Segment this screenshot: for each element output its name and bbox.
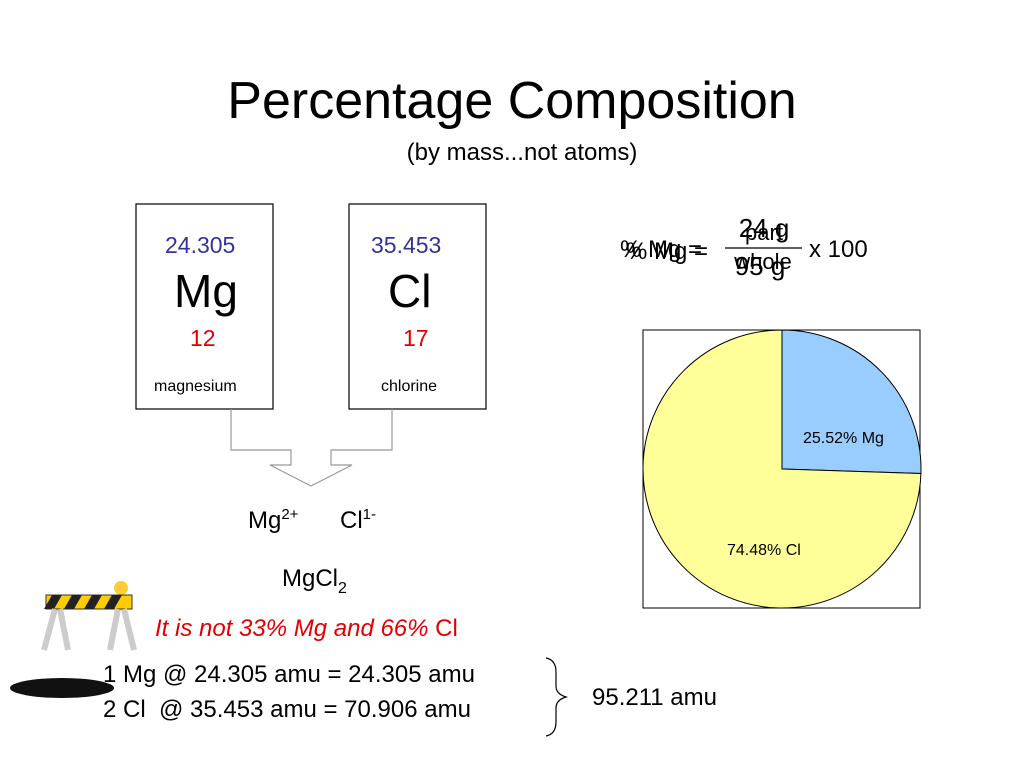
atomic-number: 12	[190, 325, 216, 351]
compound-symbol: MgCl	[282, 565, 338, 592]
formula-denominator-value: 95 g	[735, 251, 786, 281]
brace	[545, 657, 569, 737]
ion: Cl1-	[340, 506, 376, 534]
ion: Mg2+	[248, 506, 299, 534]
element-symbol: Cl	[388, 265, 431, 317]
formula-lhs: % Mg =	[626, 238, 708, 265]
pie-slice	[642, 329, 922, 609]
title: Percentage Composition	[227, 72, 796, 130]
formula-lhs: % Mg =	[620, 236, 702, 263]
warning-tail: Cl	[435, 615, 458, 642]
element-name: magnesium	[154, 378, 237, 395]
pie-chart	[642, 329, 922, 609]
merge-arrow	[230, 409, 393, 487]
subtitle: (by mass...not atoms)	[407, 139, 638, 166]
formula-multiplier: x 100	[809, 236, 868, 263]
formula-numerator-value: 24 g	[739, 213, 790, 243]
compound: MgCl2	[282, 565, 347, 597]
calculation-line: 1 Mg @ 24.305 amu = 24.305 amu	[103, 661, 475, 688]
total: 95.211 amu	[592, 684, 717, 711]
warning-text: It is not 33% Mg and 66%	[155, 615, 435, 642]
atomic-mass: 24.305	[165, 232, 235, 258]
calculation-line: 2 Cl @ 35.453 amu = 70.906 amu	[103, 696, 471, 723]
hole-icon	[10, 678, 114, 698]
ion-charge: 2+	[281, 506, 298, 523]
atomic-mass: 35.453	[371, 232, 441, 258]
slice-label: 25.52% Mg	[803, 430, 884, 447]
pie-slice	[781, 329, 922, 475]
element-symbol: Mg	[174, 265, 238, 317]
ion-charge: 1-	[363, 506, 376, 523]
compound-subscript: 2	[338, 580, 347, 597]
element-card	[348, 203, 487, 410]
barricade-icon	[41, 581, 137, 651]
formula-denominator: whole	[733, 249, 791, 274]
atomic-number: 17	[403, 325, 429, 351]
warning: It is not 33% Mg and 66% Cl	[155, 615, 458, 642]
formula-numerator: part	[745, 220, 783, 245]
slice-label: 74.48% Cl	[727, 542, 801, 559]
element-card	[135, 203, 274, 410]
element-name: chlorine	[381, 378, 437, 395]
ion-symbol: Mg	[248, 507, 281, 534]
ion-symbol: Cl	[340, 507, 363, 534]
